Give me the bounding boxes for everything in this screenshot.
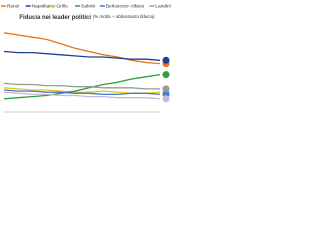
legend-label: Berlusconi [106, 4, 128, 10]
title: Fiducia nei leader politici [19, 15, 91, 21]
end-dot [162, 71, 170, 79]
end-dot [162, 56, 170, 64]
chart: Fiducia nei leader politici (% molta + a… [1, 4, 171, 113]
series-line [3, 91, 161, 100]
legend-label: Napolitano [32, 4, 55, 10]
end-dot [162, 85, 170, 93]
legend-label: Renzi [7, 4, 19, 10]
series-line [3, 73, 161, 100]
end-dot [162, 95, 170, 103]
series-line [3, 89, 161, 96]
legend-label: Grillo [56, 4, 68, 10]
legend-label: Alfano [131, 4, 145, 10]
chart-title: Fiducia nei leader politici (% molta + a… [19, 14, 155, 20]
legend-label: Salvini [81, 4, 95, 10]
series-line [3, 82, 160, 90]
legend-label: Landini [155, 4, 170, 10]
series-line [3, 50, 161, 61]
series-line [3, 32, 161, 65]
subtitle: (% molta + abbastanza fiducia) [93, 14, 155, 19]
